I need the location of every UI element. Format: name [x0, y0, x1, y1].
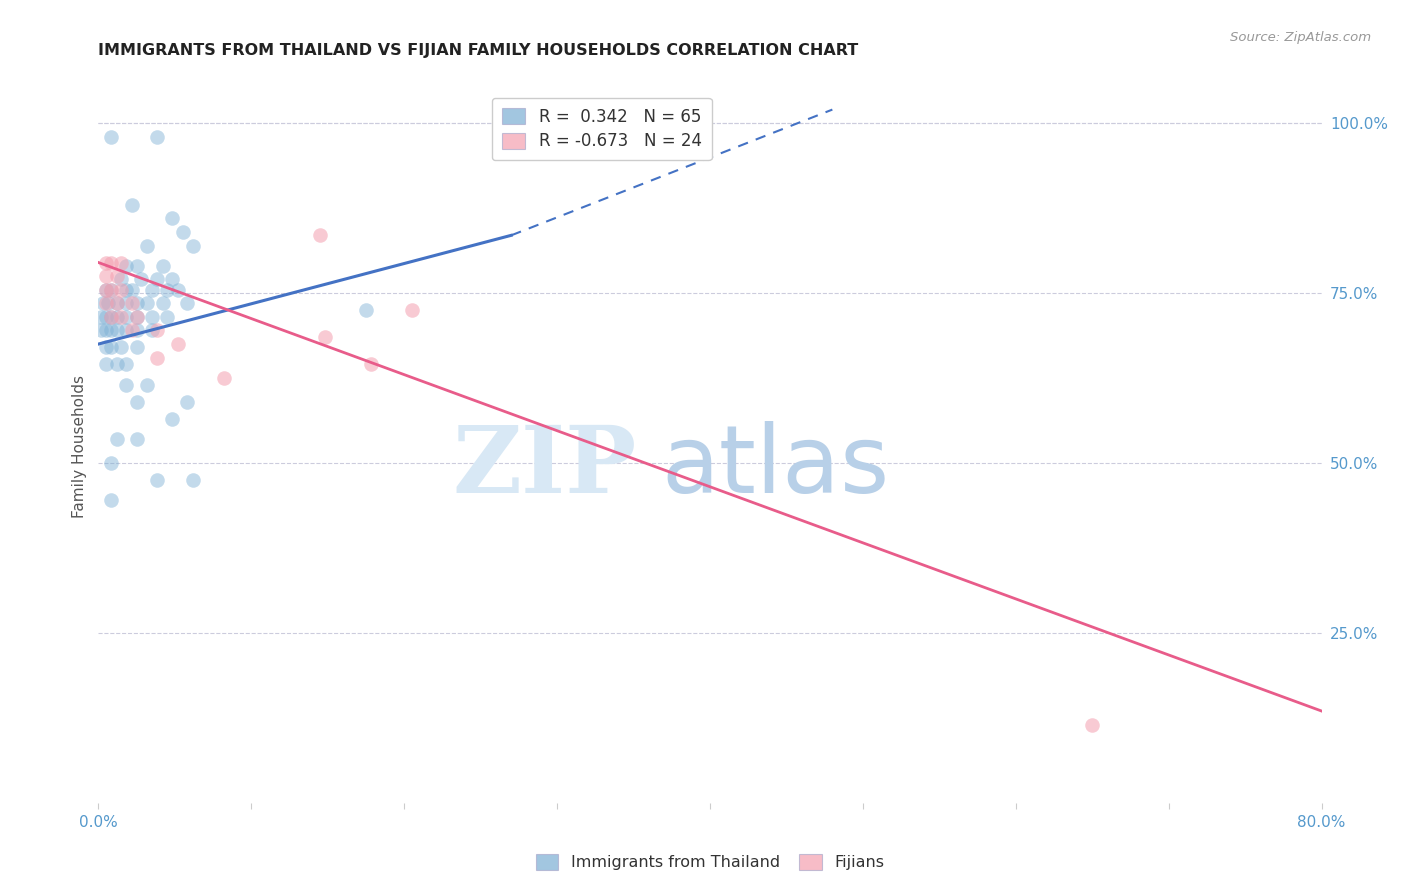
Point: [121, 296, 143, 310]
Point: [100, 310, 122, 324]
Point: [94, 283, 117, 297]
Point: [145, 351, 167, 365]
Point: [94, 323, 117, 337]
Point: [160, 211, 183, 226]
Point: [90, 310, 112, 324]
Point: [94, 269, 117, 284]
Point: [94, 310, 117, 324]
Point: [181, 238, 204, 252]
Point: [141, 310, 163, 324]
Point: [125, 341, 148, 355]
Text: ZIP: ZIP: [453, 423, 637, 512]
Point: [136, 296, 159, 310]
Point: [401, 303, 423, 318]
Point: [501, 129, 523, 144]
Point: [145, 129, 167, 144]
Point: [141, 323, 163, 337]
Point: [167, 283, 190, 297]
Point: [125, 259, 148, 273]
Legend: Immigrants from Thailand, Fijians: Immigrants from Thailand, Fijians: [529, 848, 891, 877]
Point: [172, 225, 194, 239]
Point: [136, 238, 159, 252]
Point: [152, 259, 174, 273]
Point: [156, 310, 179, 324]
Point: [94, 358, 117, 372]
Point: [125, 296, 148, 310]
Point: [115, 377, 138, 392]
Point: [354, 303, 377, 318]
Point: [100, 493, 122, 508]
Point: [121, 323, 143, 337]
Point: [125, 394, 148, 409]
Point: [105, 269, 128, 284]
Point: [100, 283, 122, 297]
Point: [314, 330, 336, 344]
Point: [105, 296, 128, 310]
Point: [181, 473, 204, 487]
Point: [100, 456, 122, 470]
Point: [97, 296, 120, 310]
Point: [100, 283, 122, 297]
Point: [145, 473, 167, 487]
Point: [125, 310, 148, 324]
Point: [105, 296, 128, 310]
Point: [152, 296, 174, 310]
Text: atlas: atlas: [661, 421, 890, 514]
Point: [94, 255, 117, 269]
Point: [110, 310, 132, 324]
Point: [100, 129, 122, 144]
Point: [212, 371, 235, 385]
Point: [100, 341, 122, 355]
Point: [125, 323, 148, 337]
Point: [90, 323, 112, 337]
Point: [105, 323, 128, 337]
Point: [121, 283, 143, 297]
Point: [115, 296, 138, 310]
Point: [360, 358, 382, 372]
Point: [309, 228, 332, 243]
Point: [94, 296, 117, 310]
Point: [115, 259, 138, 273]
Point: [176, 394, 198, 409]
Point: [136, 377, 159, 392]
Point: [91, 296, 114, 310]
Point: [160, 412, 183, 426]
Point: [94, 341, 117, 355]
Point: [100, 323, 122, 337]
Point: [94, 283, 117, 297]
Point: [145, 272, 167, 286]
Point: [105, 310, 128, 324]
Point: [105, 432, 128, 446]
Point: [110, 283, 132, 297]
Text: Source: ZipAtlas.com: Source: ZipAtlas.com: [1230, 31, 1371, 45]
Point: [100, 310, 122, 324]
Point: [110, 272, 132, 286]
Point: [160, 272, 183, 286]
Point: [115, 310, 138, 324]
Point: [141, 283, 163, 297]
Point: [110, 255, 132, 269]
Point: [115, 283, 138, 297]
Point: [176, 296, 198, 310]
Text: IMMIGRANTS FROM THAILAND VS FIJIAN FAMILY HOUSEHOLDS CORRELATION CHART: IMMIGRANTS FROM THAILAND VS FIJIAN FAMIL…: [98, 43, 859, 58]
Point: [105, 358, 128, 372]
Point: [115, 358, 138, 372]
Point: [115, 323, 138, 337]
Point: [110, 341, 132, 355]
Point: [156, 283, 179, 297]
Point: [100, 255, 122, 269]
Point: [125, 432, 148, 446]
Point: [129, 272, 152, 286]
Y-axis label: Family Households: Family Households: [72, 375, 87, 517]
Point: [1081, 717, 1104, 731]
Point: [121, 198, 143, 212]
Point: [145, 323, 167, 337]
Point: [167, 337, 190, 351]
Point: [125, 310, 148, 324]
